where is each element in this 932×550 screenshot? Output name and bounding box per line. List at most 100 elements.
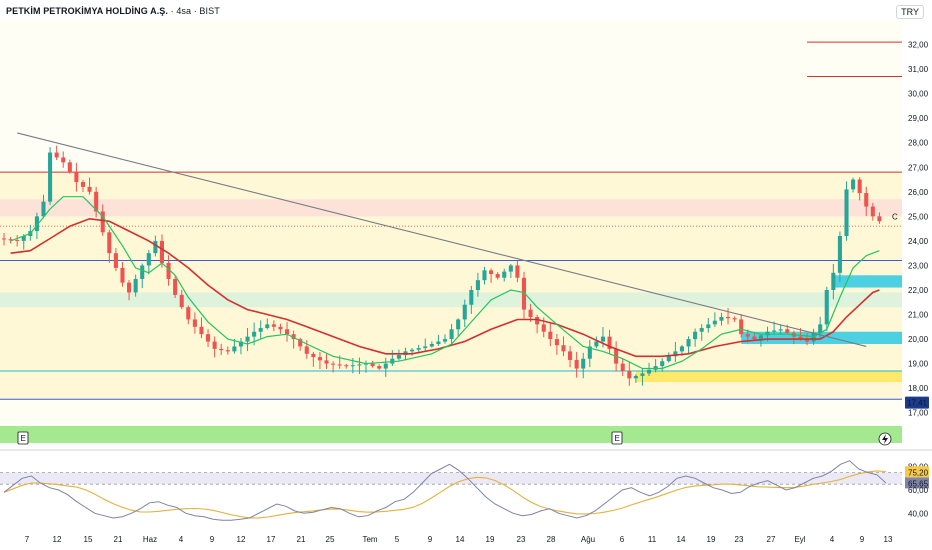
rsi-ma-badge xyxy=(905,466,929,478)
candle-body xyxy=(232,346,237,352)
x-tick-label: 23 xyxy=(735,535,744,544)
candle-body xyxy=(554,339,559,346)
candle-body xyxy=(561,345,566,352)
candle-body xyxy=(706,324,711,329)
candle-body xyxy=(502,271,507,278)
candle-body xyxy=(146,253,151,266)
rsi-tick-label: 65,65 xyxy=(908,479,929,488)
candle-body xyxy=(633,375,638,379)
candle-body xyxy=(495,274,500,278)
y-tick-label: 29,00 xyxy=(908,114,929,123)
candle-body xyxy=(219,348,224,351)
x-tick-label: 4 xyxy=(179,535,184,544)
price-badge xyxy=(905,396,929,409)
event-strip xyxy=(0,426,902,443)
currency-button[interactable]: TRY xyxy=(896,5,924,19)
candle-body xyxy=(317,357,322,361)
candle-body xyxy=(482,270,487,281)
candle-body xyxy=(824,290,829,325)
candle-body xyxy=(660,361,665,367)
candle-body xyxy=(568,351,573,360)
candle-body xyxy=(456,319,461,330)
y-tick-label: 18,00 xyxy=(908,384,929,393)
candle-body xyxy=(324,360,329,364)
candle-body xyxy=(159,240,165,263)
candle-body xyxy=(594,341,599,347)
zone-0 xyxy=(0,199,902,217)
candle-body xyxy=(870,206,875,217)
y-tick-label: 25,00 xyxy=(908,212,929,221)
rsi-line xyxy=(3,460,887,521)
candle-body xyxy=(377,366,382,369)
candle-body xyxy=(252,331,257,337)
candle-body xyxy=(370,363,375,367)
x-tick-label: Tem xyxy=(362,535,377,544)
candle-body xyxy=(291,334,296,340)
candle-body xyxy=(864,193,869,207)
candle-body xyxy=(804,339,810,342)
candle-body xyxy=(535,317,540,325)
candle-body xyxy=(541,324,546,332)
candle-body xyxy=(765,331,770,336)
time-axis: 7 12 15 21 Haz 4 9 12 17 21 25 Tem 5 9 14 19 23 28 Ağu 6 11 1… xyxy=(25,535,893,544)
candle-body xyxy=(877,216,882,222)
candle-body xyxy=(133,278,138,293)
x-tick-label: 19 xyxy=(707,535,716,544)
y-tick-label: 32,00 xyxy=(908,41,929,50)
chart-title: PETKİM PETROKİMYA HOLDİNG A.Ş. · 4sa · B… xyxy=(6,6,220,16)
y-tick-label: 28,00 xyxy=(908,139,929,148)
x-tick-label: 25 xyxy=(326,535,335,544)
candle-body xyxy=(811,332,816,342)
x-tick-label: 23 xyxy=(517,535,526,544)
x-tick-label: 28 xyxy=(547,535,556,544)
candle-body xyxy=(837,236,842,273)
candle-body xyxy=(600,336,606,342)
candle-body xyxy=(41,201,46,217)
candle-body xyxy=(212,341,217,349)
candle-body xyxy=(673,351,678,357)
symbol-name: PETKİM PETROKİMYA HOLDİNG A.Ş. xyxy=(6,6,169,16)
candle-body xyxy=(74,172,79,182)
candle-body xyxy=(857,179,862,194)
interval-exchange: · 4sa · BIST xyxy=(168,6,220,16)
candle-body xyxy=(475,280,480,290)
candle-body xyxy=(745,334,750,337)
y-tick-label: 22,00 xyxy=(908,286,929,295)
y-tick-label: 24,00 xyxy=(908,237,929,246)
candle-body xyxy=(410,349,415,352)
candle-body xyxy=(331,363,336,365)
candle-body xyxy=(100,211,105,233)
ema-long-line xyxy=(10,217,880,358)
candle-body xyxy=(607,336,612,349)
candle-body xyxy=(679,346,684,352)
candle-body xyxy=(173,278,178,295)
rsi-tick-label: 60,00 xyxy=(908,486,929,495)
x-tick-label: 4 xyxy=(830,535,835,544)
candle-body xyxy=(719,317,724,321)
candle-body xyxy=(752,336,757,340)
candle-body xyxy=(732,318,737,320)
candle-body xyxy=(851,179,856,190)
lightning-glyph xyxy=(882,434,888,444)
zone-2 xyxy=(635,371,902,383)
candle-body xyxy=(640,373,645,376)
candle-body xyxy=(304,346,309,354)
candle-body xyxy=(587,346,592,359)
candle-body xyxy=(284,329,290,335)
candle-body xyxy=(192,319,197,327)
zone-4 xyxy=(833,275,902,288)
x-tick-label: 15 xyxy=(84,535,93,544)
candle-body xyxy=(436,341,441,344)
candle-body xyxy=(693,331,698,340)
candle-body xyxy=(725,317,731,319)
candles xyxy=(1,145,882,386)
candle-body xyxy=(298,339,303,347)
candle-body xyxy=(54,152,59,158)
candle-body xyxy=(574,359,579,369)
x-tick-label: 11 xyxy=(648,535,657,544)
candle-body xyxy=(521,277,527,310)
x-tick-label: Eyl xyxy=(794,535,805,544)
rsi-value-badge xyxy=(905,477,929,489)
candle-body xyxy=(620,363,625,371)
